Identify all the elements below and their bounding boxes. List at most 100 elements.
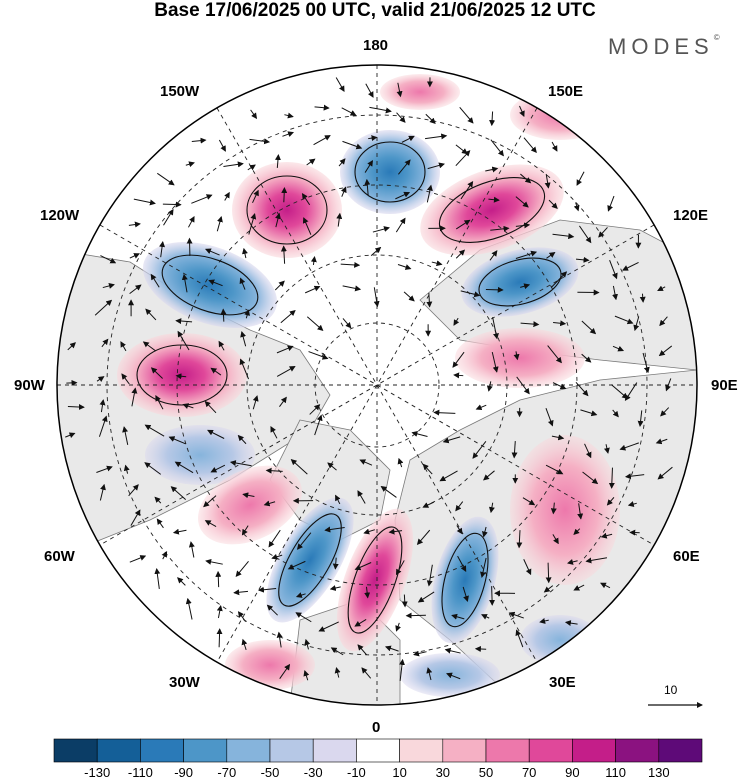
lon-label-120e: 120E [673,207,709,224]
wind-arrow [401,594,408,608]
wind-arrow [480,557,487,578]
wind-arrow [266,604,278,616]
colorbar-tick-label: 30 [435,765,451,780]
wind-arrow [340,186,347,197]
wind-arrow [161,550,168,560]
wind-arrow [639,293,646,303]
map-border [56,64,698,706]
wind-arrow [276,345,294,354]
wind-arrow [452,351,465,368]
wind-arrow [422,501,435,508]
wind-arrow [338,158,346,167]
wind-arrow [455,249,466,259]
wind-arrow [150,273,160,288]
wind-arrow [181,273,188,293]
wind-arrow [280,309,296,324]
wind-arrow [384,645,399,652]
wind-arrow [488,502,495,514]
wind-arrow [191,137,207,144]
wind-arrow [413,650,427,657]
wind-arrow [67,342,76,351]
colorbar-tick-label: 70 [521,765,537,780]
wind-arrow [607,195,615,212]
colorbar-swatch [140,738,184,763]
wind-arrow [395,191,411,200]
wind-arrow [520,283,531,290]
pos-anomaly-10 [225,640,315,690]
pos-anomaly-6 [336,508,414,652]
wind-arrow [241,638,248,651]
wind-arrow [426,564,433,587]
wind-arrow [439,470,458,482]
wind-arrow [364,586,371,599]
wind-arrow [275,212,281,228]
wind-arrow [564,620,578,627]
wind-arrow [314,104,330,111]
wind-arrow [249,138,271,145]
wind-arrow [295,612,312,623]
wind-arrow [545,464,564,475]
wind-arrow [304,638,311,650]
wind-arrow [216,215,223,232]
colorbar-swatch [96,738,141,763]
wind-arrow [341,107,357,116]
wind-arrow [405,612,426,619]
wind-arrow [489,111,496,127]
wind-arrow [133,198,156,206]
wind-arrow [608,467,615,489]
wind-arrow [544,173,551,189]
wind-arrow [520,321,540,328]
wind-arrow [584,443,592,459]
wind-arrow [372,226,390,233]
wind-arrow [215,570,222,588]
wind-arrow [388,528,403,535]
wind-arrow [403,291,415,302]
wind-arrow [242,247,248,259]
wind-arrow [399,658,405,681]
wind-arrow [552,382,567,390]
wind-arrow [397,264,412,270]
wind-arrow [660,407,670,417]
wind-arrow [263,500,276,507]
wind-arrow [170,486,187,501]
wind-arrow [397,457,404,468]
wind-arrow [156,518,164,529]
wind-arrow [188,215,195,228]
wind-arrow [168,436,186,445]
wind-arrow [364,178,371,196]
wind-arrow [177,330,190,351]
colorbar-swatch [572,738,616,763]
wind-arrow [175,318,193,325]
wind-arrow [314,414,323,436]
wind-arrow [98,415,108,437]
wind-arrow [373,287,380,308]
colorbar-swatch [658,738,703,763]
wind-arrow [237,434,247,445]
wind-arrow [129,253,140,259]
wind-arrow [154,567,161,589]
wind-arrow [622,261,639,271]
wind-arrow [585,557,608,564]
colorbar-swatch [226,738,271,763]
wind-arrow [515,196,529,208]
wind-arrow [96,465,113,473]
wind-arrow [100,255,117,264]
wind-arrow [131,387,138,407]
streamlines [136,141,562,634]
wind-arrow [175,373,187,380]
wind-arrow [203,495,217,508]
wind-arrow [216,604,223,619]
wind-arrow [547,345,562,364]
wind-arrow [369,106,392,114]
wind-arrow [276,631,283,648]
colorbar-swatch [53,738,98,763]
wind-arrow [489,250,498,261]
wind-arrow [489,586,496,606]
wind-arrow [453,317,460,326]
wind-arrow [340,261,361,268]
wind-arrow [304,285,321,294]
wind-arrow [144,462,162,475]
wind-arrow [417,591,435,603]
wind-arrow [462,586,469,602]
wind-arrow [455,219,471,230]
